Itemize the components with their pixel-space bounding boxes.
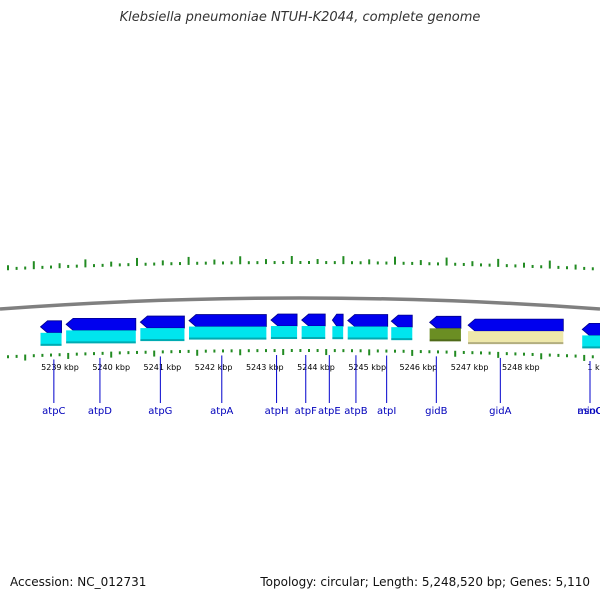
kbp-tick-label: 5247 kbp bbox=[451, 363, 489, 372]
gene-arrow-atpB bbox=[347, 314, 389, 327]
gene-label-atpA: atpA bbox=[210, 406, 233, 417]
gene-track bbox=[39, 313, 600, 336]
cds-bar-mioC bbox=[582, 335, 600, 349]
cds-bar-atpE bbox=[332, 326, 344, 340]
cds-shadow-atpE bbox=[332, 337, 344, 340]
cds-track bbox=[40, 326, 600, 349]
accession-text: Accession: NC_012731 bbox=[10, 575, 147, 589]
cds-shadow-atpB bbox=[347, 337, 388, 340]
gene-label-asnC: asnC bbox=[578, 406, 600, 417]
gene-arrow-atpF bbox=[301, 313, 326, 327]
genome-backbone bbox=[0, 296, 600, 311]
gene-arrow-atpE bbox=[331, 313, 344, 327]
gene-arrow-atpI bbox=[390, 314, 413, 328]
cds-bar-atpC bbox=[40, 332, 62, 346]
gene-label-gidB: gidB bbox=[425, 406, 447, 417]
cds-shadow-atpA bbox=[189, 337, 267, 340]
gene-label-atpB: atpB bbox=[344, 406, 367, 417]
cds-shadow-gidB bbox=[429, 339, 461, 342]
gene-arrow-mioC bbox=[581, 323, 600, 336]
kbp-tick-label: 5240 kbp bbox=[92, 363, 130, 372]
cds-bar-gidB bbox=[429, 328, 461, 342]
cds-bar-atpG bbox=[140, 328, 185, 342]
kbp-tick-label: 5246 kbp bbox=[400, 363, 438, 372]
cds-bar-atpB bbox=[347, 326, 388, 340]
cds-bar-atpF bbox=[301, 326, 326, 340]
kbp-tick-label: 5243 kbp bbox=[246, 363, 284, 372]
gene-arrow-atpA bbox=[188, 314, 267, 327]
gene-label-atpE: atpE bbox=[318, 406, 341, 417]
kbp-tick-label: 5244 kbp bbox=[297, 363, 335, 372]
cds-shadow-mioC bbox=[582, 346, 600, 349]
cds-bar-gidA bbox=[468, 331, 564, 345]
kbp-tick-label: 5245 kbp bbox=[348, 363, 386, 372]
gene-arrow-atpH bbox=[270, 313, 298, 327]
cds-shadow-atpG bbox=[140, 339, 185, 342]
gene-label-atpD: atpD bbox=[88, 406, 112, 417]
kbp-tick-label: 1 kbp bbox=[587, 363, 600, 372]
gene-labels: atpC atpD atpG atpA atpH atpF atpE atpB atpI gidB… bbox=[42, 355, 600, 417]
gene-arrow-gidB bbox=[429, 315, 462, 329]
gene-label-atpG: atpG bbox=[148, 406, 172, 417]
cds-bar-atpH bbox=[270, 326, 298, 340]
genome-title: Klebsiella pneumoniae NTUH-K2044, comple… bbox=[119, 10, 481, 25]
cds-shadow-gidA bbox=[468, 342, 564, 345]
cds-bar-atpI bbox=[391, 327, 413, 341]
gc-content-track bbox=[7, 256, 594, 271]
cds-bar-atpA bbox=[189, 326, 267, 340]
cds-shadow-atpH bbox=[270, 337, 298, 340]
cds-shadow-atpD bbox=[66, 341, 136, 344]
gene-arrow-atpG bbox=[139, 315, 185, 329]
gc-skew-track bbox=[7, 349, 594, 361]
genome-info-text: Topology: circular; Length: 5,248,520 bp… bbox=[260, 575, 590, 589]
kbp-scale: 5239 kbp 5240 kbp 5241 kbp 5242 kbp 5243 kbp… bbox=[41, 363, 600, 372]
gene-label-gidA: gidA bbox=[489, 406, 511, 417]
gene-label-mioC: mioC bbox=[577, 406, 600, 417]
gene-label-atpC: atpC bbox=[42, 406, 65, 417]
gene-arrow-gidA bbox=[467, 318, 564, 332]
cds-shadow-atpC bbox=[40, 343, 62, 346]
cds-bar-atpD bbox=[66, 330, 136, 344]
kbp-tick-label: 5242 kbp bbox=[195, 363, 233, 372]
kbp-tick-label: 5248 kbp bbox=[502, 363, 540, 372]
cds-shadow-atpF bbox=[301, 337, 326, 340]
kbp-tick-label: 5241 kbp bbox=[144, 363, 182, 372]
gene-arrow-atpD bbox=[65, 317, 137, 331]
gene-label-atpI: atpI bbox=[377, 406, 396, 417]
gene-label-atpF: atpF bbox=[295, 406, 317, 417]
cds-shadow-atpI bbox=[391, 338, 413, 341]
gene-label-atpH: atpH bbox=[265, 406, 289, 417]
kbp-tick-label: 5239 kbp bbox=[41, 363, 79, 372]
gene-arrow-atpC bbox=[39, 320, 62, 334]
